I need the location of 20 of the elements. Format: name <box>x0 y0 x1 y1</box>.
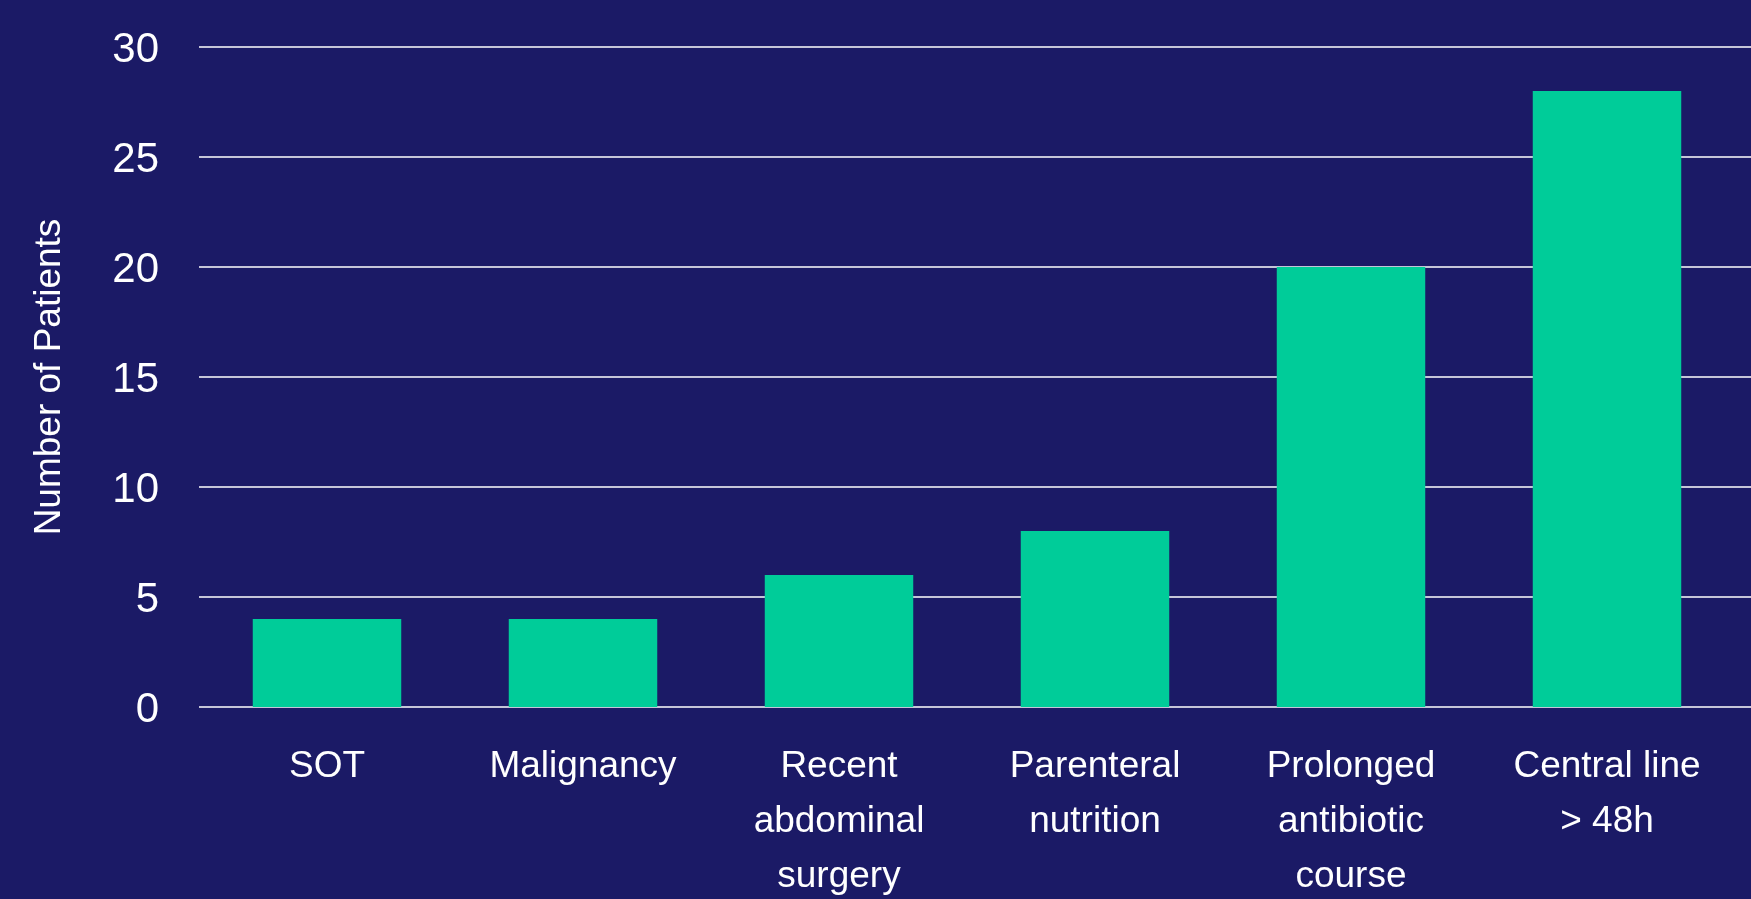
x-tick-label: Recent abdominal surgery <box>753 744 925 895</box>
bar <box>1532 91 1682 707</box>
x-tick-label: Parenteral nutrition <box>1009 744 1181 840</box>
y-tick-label: 20 <box>112 243 159 291</box>
bar <box>1276 267 1426 707</box>
x-tick-label: SOT <box>288 744 366 785</box>
y-tick-label: 5 <box>135 573 159 621</box>
x-tick-label: Prolonged antibiotic course <box>1266 744 1436 895</box>
y-tick-label: 10 <box>112 463 159 511</box>
bar <box>1020 531 1170 707</box>
y-tick-label: 25 <box>112 133 159 181</box>
bar <box>764 575 914 707</box>
x-tick-label: Central line > 48h <box>1513 744 1701 840</box>
bar <box>508 619 658 707</box>
bar <box>252 619 402 707</box>
y-tick-label: 30 <box>112 23 159 71</box>
x-tick-label: Malignancy <box>489 744 678 785</box>
y-tick-label: 0 <box>135 683 159 731</box>
y-axis-title: Number of Patients <box>27 218 68 536</box>
y-tick-label: 15 <box>112 353 159 401</box>
